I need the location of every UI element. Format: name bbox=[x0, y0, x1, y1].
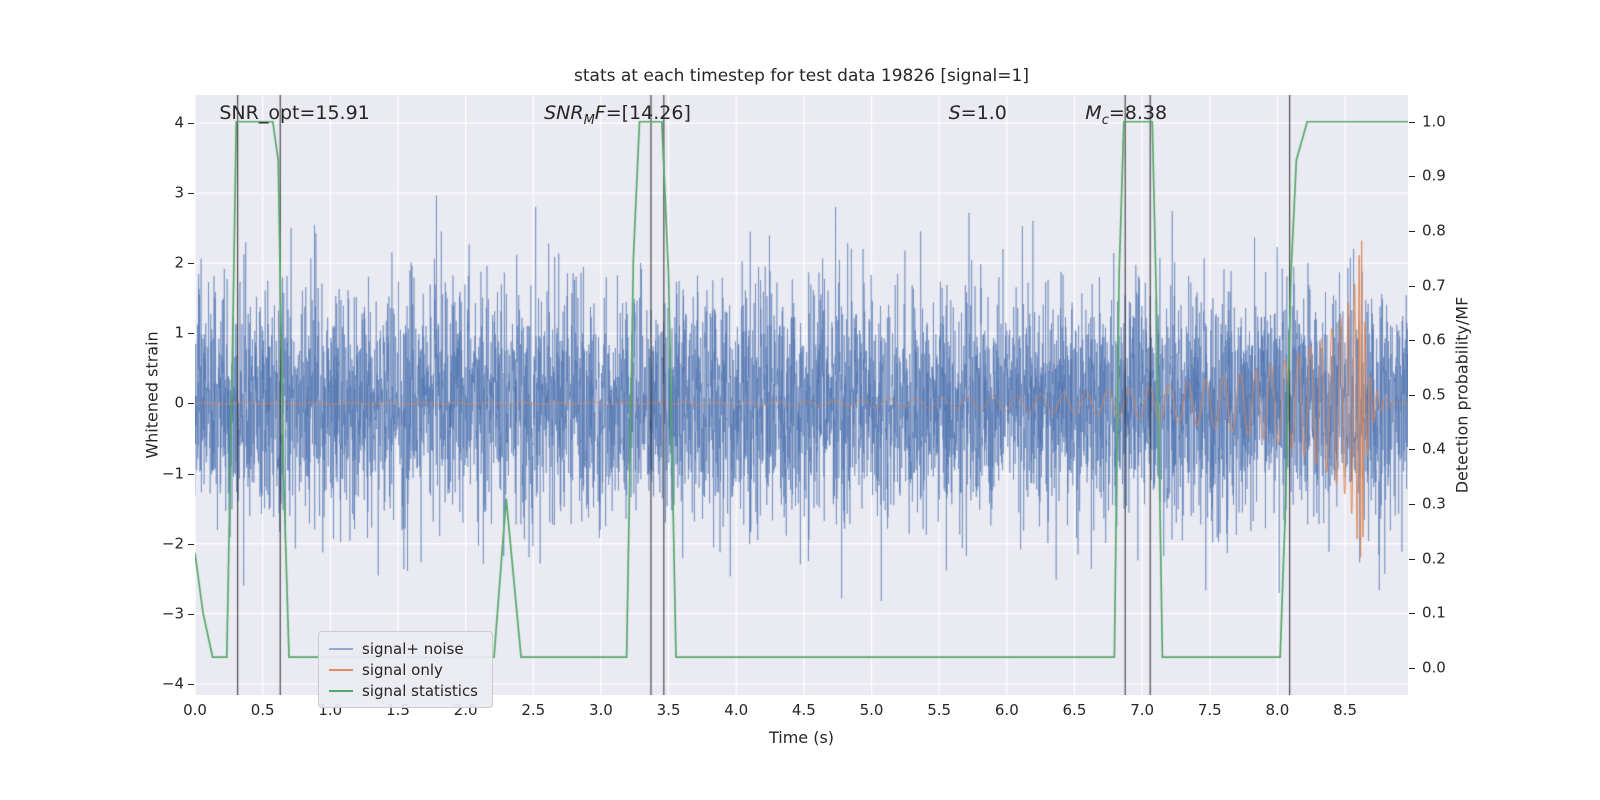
y-tick-mark-left bbox=[188, 543, 194, 545]
annotation: S=1.0 bbox=[948, 102, 1007, 124]
y-tick-mark-left bbox=[188, 403, 194, 405]
y-tick-mark-right bbox=[1409, 285, 1415, 287]
y-tick-label-right: 0.9 bbox=[1422, 166, 1446, 185]
y-tick-label-left: −4 bbox=[161, 674, 184, 693]
x-tick-label: 5.5 bbox=[927, 701, 952, 719]
y-tick-label-right: 0.0 bbox=[1422, 658, 1446, 677]
x-tick-label: 6.0 bbox=[994, 701, 1019, 719]
x-tick-label: 7.0 bbox=[1130, 701, 1155, 719]
legend-swatch bbox=[329, 647, 353, 650]
legend-label: signal statistics bbox=[362, 681, 479, 700]
y-tick-label-left: 1 bbox=[174, 323, 184, 342]
x-tick-label: 2.5 bbox=[521, 701, 546, 719]
y-tick-label-right: 0.6 bbox=[1422, 330, 1446, 349]
y-tick-mark-right bbox=[1409, 558, 1415, 560]
legend-item: signal+ noise bbox=[329, 638, 478, 659]
x-tick-label: 4.5 bbox=[791, 701, 816, 719]
y-tick-mark-left bbox=[188, 263, 194, 265]
y-tick-label-right: 0.3 bbox=[1422, 494, 1446, 513]
y-tick-label-left: −1 bbox=[161, 464, 184, 482]
x-tick-label: 0.0 bbox=[183, 701, 207, 719]
annotation: SNRMF=[14.26] bbox=[544, 102, 691, 128]
y-tick-mark-left bbox=[188, 333, 194, 335]
x-tick-label: 3.0 bbox=[588, 701, 613, 719]
x-axis-label: Time (s) bbox=[768, 728, 835, 747]
y-axis-label-right: Detection probability/MF bbox=[1452, 296, 1472, 494]
chart-title: stats at each timestep for test data 198… bbox=[574, 66, 1029, 86]
legend-label: signal only bbox=[362, 660, 443, 679]
y-tick-mark-right bbox=[1409, 613, 1415, 615]
y-tick-mark-right bbox=[1409, 121, 1415, 123]
y-tick-mark-right bbox=[1409, 394, 1415, 396]
x-tick-label: 8.0 bbox=[1265, 701, 1290, 719]
y-tick-label-right: 1.0 bbox=[1422, 112, 1446, 131]
legend-item: signal only bbox=[329, 659, 478, 680]
y-tick-mark-left bbox=[188, 473, 194, 475]
y-tick-mark-right bbox=[1409, 449, 1415, 451]
y-tick-label-left: 3 bbox=[174, 183, 184, 202]
y-tick-mark-left bbox=[188, 123, 194, 125]
y-tick-label-right: 0.4 bbox=[1422, 439, 1446, 458]
y-tick-label-right: 0.2 bbox=[1422, 549, 1446, 568]
legend-label: signal+ noise bbox=[362, 639, 464, 658]
legend-swatch bbox=[329, 668, 353, 671]
y-tick-mark-left bbox=[188, 613, 194, 615]
legend-item: signal statistics bbox=[329, 680, 478, 701]
y-tick-label-left: −3 bbox=[161, 604, 184, 623]
annotation: SNR_opt=15.91 bbox=[219, 102, 370, 124]
x-tick-label: 6.5 bbox=[1062, 701, 1087, 719]
x-tick-label: 7.5 bbox=[1197, 701, 1222, 719]
y-tick-mark-left bbox=[188, 193, 194, 195]
y-tick-label-right: 0.7 bbox=[1422, 276, 1446, 295]
y-tick-mark-right bbox=[1409, 231, 1415, 232]
annotation: Mc=8.38 bbox=[1085, 102, 1168, 128]
y-tick-label-left: 4 bbox=[174, 113, 184, 132]
y-tick-label-left: 0 bbox=[174, 393, 184, 412]
y-tick-mark-left bbox=[188, 683, 194, 685]
x-tick-label: 5.0 bbox=[859, 701, 884, 719]
x-tick-label: 8.5 bbox=[1333, 701, 1358, 719]
y-tick-mark-right bbox=[1409, 340, 1415, 342]
y-tick-label-left: 2 bbox=[174, 253, 184, 272]
y-tick-label-right: 0.8 bbox=[1422, 221, 1446, 240]
y-tick-mark-right bbox=[1409, 176, 1415, 178]
legend-swatch bbox=[329, 689, 353, 692]
y-tick-label-left: −2 bbox=[161, 534, 184, 553]
x-tick-label: 4.0 bbox=[724, 701, 749, 719]
y-tick-mark-right bbox=[1409, 504, 1415, 506]
y-tick-mark-right bbox=[1409, 667, 1415, 669]
legend: signal+ noise signal only signal statistic… bbox=[318, 631, 494, 708]
y-tick-label-right: 0.5 bbox=[1422, 385, 1446, 404]
x-tick-label: 0.5 bbox=[250, 701, 275, 719]
y-tick-label-right: 0.1 bbox=[1422, 603, 1446, 622]
x-tick-label: 3.5 bbox=[656, 701, 681, 719]
plot-canvas bbox=[195, 95, 1408, 695]
